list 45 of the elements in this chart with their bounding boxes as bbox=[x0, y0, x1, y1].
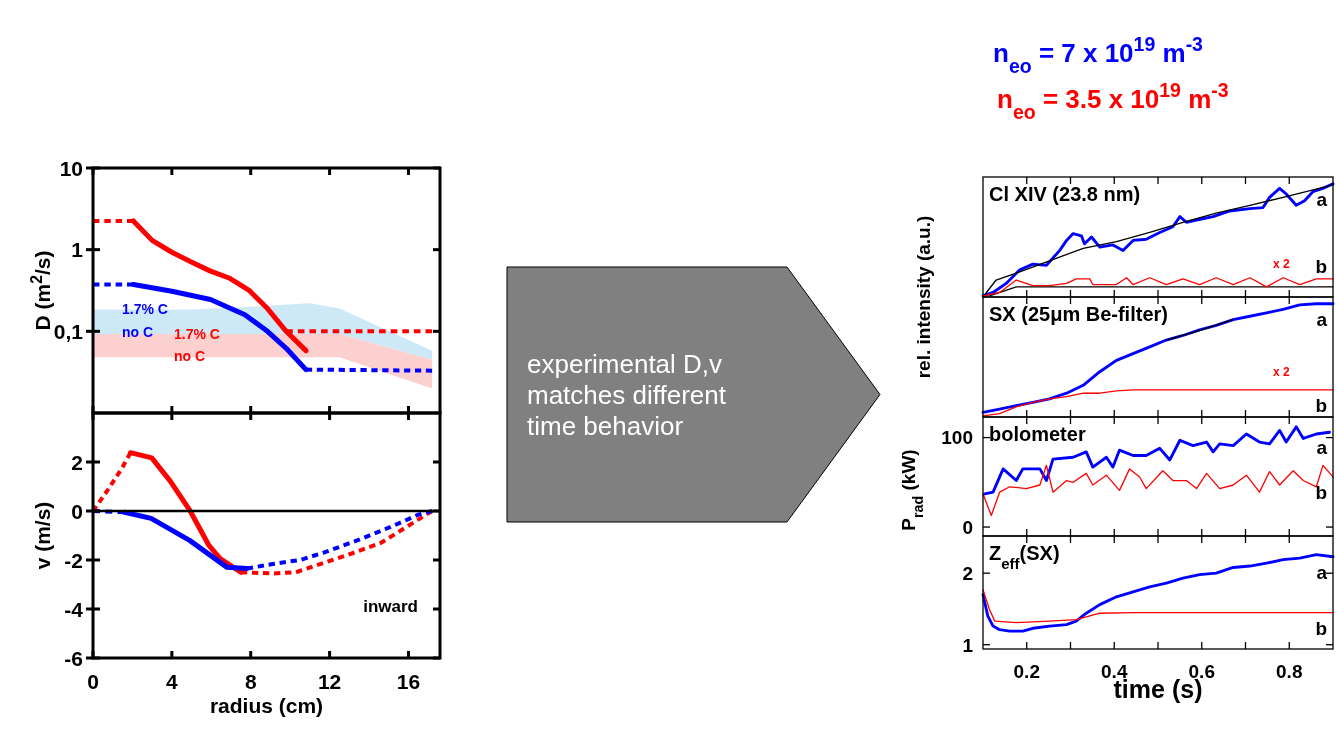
text: n$_{eo}$ = 3.5 x 10$^{19}$ m$^{-3}$ bbox=[997, 79, 1229, 123]
x-axis-title: radius (cm) bbox=[209, 693, 324, 717]
y-tick-label: 0 bbox=[962, 516, 973, 538]
x-tick-label: 16 bbox=[396, 670, 421, 693]
y-tick-label: 10 bbox=[59, 156, 83, 180]
chart-title: Cl XIV (23.8 nm) bbox=[989, 183, 1141, 205]
line-series bbox=[982, 464, 1334, 517]
chart-title: SX (25μm Be-filter) bbox=[989, 303, 1168, 325]
annotation: no C bbox=[174, 348, 206, 364]
y-tick-label: 1 bbox=[962, 634, 974, 656]
series-label: a bbox=[1316, 561, 1328, 583]
series-label: b bbox=[1315, 255, 1327, 277]
y-tick-label: 100 bbox=[941, 427, 973, 449]
y-axis-title: v (m/s) bbox=[31, 501, 54, 570]
y-tick-label: -2 bbox=[64, 548, 83, 572]
series-label: b bbox=[1315, 394, 1327, 416]
annotation: x 2 bbox=[1273, 365, 1291, 379]
x-tick-label: 4 bbox=[166, 670, 179, 693]
y-tick-label: 0,1 bbox=[53, 319, 84, 343]
y-tick-label: -6 bbox=[64, 646, 83, 670]
series-label: b bbox=[1315, 617, 1327, 639]
y-tick-label: 1 bbox=[71, 238, 84, 262]
x-tick-label: 0.8 bbox=[1276, 661, 1303, 682]
text: n$_{eo}$ = 7 x 10$^{19}$ m$^{-3}$ bbox=[993, 33, 1204, 77]
x-tick-label: 8 bbox=[244, 670, 257, 693]
x-tick-label: 0 bbox=[87, 670, 99, 693]
x-tick-label: 12 bbox=[317, 670, 342, 693]
x-tick-label: 0.2 bbox=[1013, 661, 1040, 682]
y-tick-label: 2 bbox=[71, 450, 83, 474]
annotation: 1.7% C bbox=[174, 326, 220, 342]
series-label: a bbox=[1316, 308, 1328, 330]
y-axis-title: rel. intensity (a.u.) bbox=[913, 215, 934, 379]
annotation: no C bbox=[122, 324, 154, 340]
annotation: 1.7% C bbox=[122, 301, 168, 317]
y-tick-label: 2 bbox=[962, 563, 973, 585]
annotation: x 2 bbox=[1273, 257, 1291, 271]
series-label: a bbox=[1316, 188, 1328, 210]
annotation: inward bbox=[363, 597, 418, 616]
series-label: a bbox=[1316, 437, 1328, 459]
text: Z$_{eff}$(SX) bbox=[989, 542, 1060, 572]
y-tick-label: -4 bbox=[64, 597, 84, 621]
text: experimental D,v matches different time behavior bbox=[527, 348, 727, 441]
series-label: b bbox=[1315, 481, 1327, 503]
chart-title: bolometer bbox=[989, 423, 1086, 445]
y-tick-label: 0 bbox=[71, 499, 83, 523]
